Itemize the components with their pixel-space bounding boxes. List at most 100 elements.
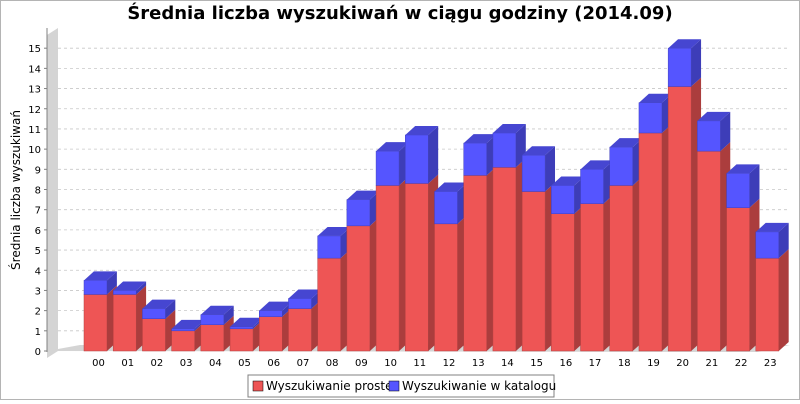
y-tick-label: 2 xyxy=(35,307,41,318)
y-tick-label: 14 xyxy=(28,64,41,75)
bar-group-03 xyxy=(171,319,205,352)
x-tick-label: 14 xyxy=(501,358,514,369)
bar-group-12 xyxy=(434,182,468,352)
bar-simple-18 xyxy=(609,185,633,352)
bar-simple-01 xyxy=(112,294,137,352)
x-tick-label: 18 xyxy=(618,358,631,369)
bar-catalog-17 xyxy=(580,169,604,204)
x-tick-label: 05 xyxy=(238,358,251,369)
bar-top-21 xyxy=(697,111,731,121)
x-tick-label: 16 xyxy=(559,358,572,369)
bar-catalog-19 xyxy=(638,102,663,134)
bar-group-17 xyxy=(580,160,614,352)
y-tick-label: 9 xyxy=(35,165,41,176)
x-tick-label: 15 xyxy=(530,358,543,369)
bar-group-20 xyxy=(667,39,702,352)
bar-catalog-00 xyxy=(83,280,108,295)
bar-group-23 xyxy=(755,222,789,352)
bar-top-09 xyxy=(346,190,380,200)
bar-group-19 xyxy=(638,93,672,352)
bar-simple-13 xyxy=(463,175,487,352)
x-tick-label: 09 xyxy=(355,358,368,369)
y-tick-label: 0 xyxy=(35,347,41,358)
legend: Wyszukiwanie proste Wyszukiwanie w katal… xyxy=(247,374,556,398)
x-tick-label: 01 xyxy=(121,358,134,369)
bar-top-17 xyxy=(580,160,614,170)
bars xyxy=(83,39,789,352)
bar-catalog-01 xyxy=(112,290,137,295)
x-tick-label: 21 xyxy=(706,358,719,369)
chart-title: Średnia liczba wyszukiwań w ciągu godzin… xyxy=(127,2,672,24)
bar-catalog-11 xyxy=(405,134,429,184)
y-tick-label: 3 xyxy=(35,286,41,297)
y-tick-label: 6 xyxy=(35,226,41,237)
x-tick-label: 19 xyxy=(647,358,660,369)
bar-simple-17 xyxy=(580,203,604,352)
x-tick-label: 03 xyxy=(180,358,193,369)
bar-catalog-03 xyxy=(171,328,195,332)
bar-side-simple-23 xyxy=(778,249,789,351)
bar-catalog-08 xyxy=(317,235,341,259)
bar-side-catalog-00 xyxy=(107,271,117,295)
bar-catalog-21 xyxy=(697,120,721,152)
y-tick-label: 15 xyxy=(28,44,41,55)
bar-group-08 xyxy=(317,226,351,352)
bar-group-14 xyxy=(492,124,526,352)
bar-side-catalog-11 xyxy=(428,126,439,184)
y-axis-label: Średnia liczba wyszukiwań xyxy=(8,110,23,270)
legend-label-catalog: Wyszukiwanie w katalogu xyxy=(402,379,556,393)
y-tick-label: 13 xyxy=(28,85,41,96)
bar-top-15 xyxy=(522,146,556,156)
bar-side-catalog-22 xyxy=(749,164,760,208)
bar-catalog-14 xyxy=(492,132,517,168)
x-tick-label: 07 xyxy=(297,358,310,369)
bar-simple-19 xyxy=(638,132,663,352)
bar-catalog-13 xyxy=(463,142,487,176)
bar-top-23 xyxy=(755,222,789,232)
x-tick-label: 23 xyxy=(764,358,777,369)
bar-catalog-15 xyxy=(521,154,546,192)
bar-simple-16 xyxy=(551,213,575,352)
bar-group-11 xyxy=(405,126,439,352)
bar-group-21 xyxy=(697,111,731,352)
bar-simple-10 xyxy=(375,185,400,352)
bar-simple-22 xyxy=(726,207,750,352)
bar-top-08 xyxy=(317,226,351,236)
x-tick-label: 00 xyxy=(92,358,105,369)
bar-catalog-12 xyxy=(434,191,458,225)
bar-side-catalog-04 xyxy=(223,305,234,325)
bar-group-16 xyxy=(551,176,585,352)
bar-top-13 xyxy=(463,134,497,144)
bar-simple-20 xyxy=(667,86,692,352)
y-tick-label: 11 xyxy=(28,125,41,136)
bar-top-00 xyxy=(84,271,117,281)
bar-top-07 xyxy=(288,289,322,299)
bar-group-15 xyxy=(521,146,556,352)
bar-catalog-09 xyxy=(346,199,371,227)
bar-top-05 xyxy=(230,317,263,327)
bar-top-20 xyxy=(668,39,702,49)
bar-simple-23 xyxy=(755,257,780,352)
x-tick-label: 10 xyxy=(384,358,397,369)
bar-simple-03 xyxy=(171,330,195,352)
bar-top-19 xyxy=(638,93,672,103)
bar-simple-11 xyxy=(405,183,429,352)
bar-group-06 xyxy=(259,301,293,352)
x-tick-label: 12 xyxy=(443,358,456,369)
x-tick-label: 04 xyxy=(209,358,222,369)
legend-box xyxy=(247,374,555,398)
bar-top-03 xyxy=(171,319,205,329)
bar-top-02 xyxy=(142,299,176,309)
bar-top-22 xyxy=(726,164,760,174)
bar-side-catalog-23 xyxy=(778,222,789,259)
bar-simple-21 xyxy=(697,150,721,352)
bar-side-catalog-21 xyxy=(720,111,731,152)
bar-top-06 xyxy=(259,301,293,311)
bar-group-22 xyxy=(726,164,760,352)
bar-simple-09 xyxy=(346,225,371,352)
x-tick-label: 22 xyxy=(735,358,748,369)
bar-group-02 xyxy=(142,299,176,352)
legend-swatch-simple xyxy=(252,380,264,392)
